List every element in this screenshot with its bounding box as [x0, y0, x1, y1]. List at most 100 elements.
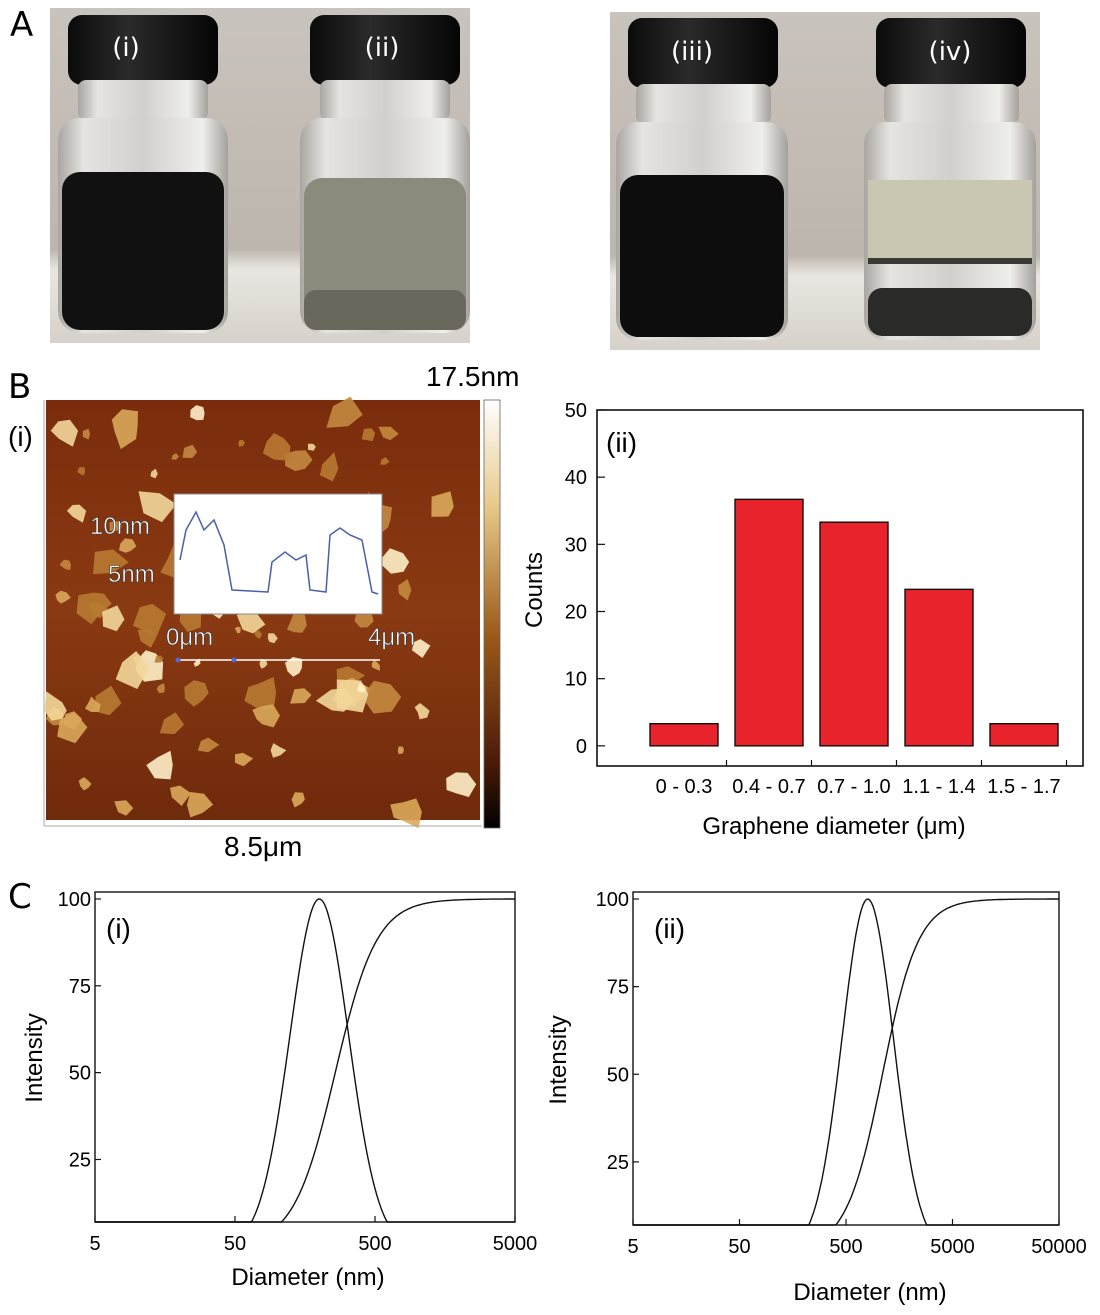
histogram-x-title: Graphene diameter (μm)	[702, 813, 965, 840]
afm-flake	[285, 657, 303, 677]
afm-flake	[115, 651, 150, 689]
dls2-x-tick-label: 5000	[930, 1236, 975, 1258]
histogram-y-tick-label: 50	[565, 400, 587, 422]
afm-flake	[94, 685, 122, 716]
dls1-y-tick-label: 100	[58, 889, 91, 911]
afm-flake	[235, 752, 254, 767]
afm-flake	[50, 419, 79, 447]
afm-flake	[186, 792, 214, 818]
afm-flake	[371, 659, 380, 671]
histogram-bar	[989, 722, 1059, 747]
afm-flake	[182, 444, 198, 459]
vial-label-2: (ii)	[365, 33, 400, 63]
dls1-x-tick-label: 50	[224, 1233, 246, 1255]
afm-flake	[159, 712, 185, 735]
dls-i-distribution-curve	[95, 898, 515, 1223]
dls1-y-tick-label: 50	[69, 1063, 91, 1085]
afm-flake	[84, 696, 101, 713]
histogram-y-title: Counts	[521, 552, 548, 628]
afm-flake	[380, 457, 390, 465]
afm-flake	[156, 683, 165, 694]
histogram-bar	[819, 521, 889, 747]
afm-flake	[197, 737, 220, 753]
dls-ii-distribution-curve	[633, 898, 1059, 1226]
afm-flake	[119, 538, 137, 553]
histogram-y-tick-label: 0	[576, 736, 587, 758]
vial-label-4: (iv)	[929, 37, 972, 67]
afm-flake	[66, 504, 87, 523]
histogram-chart: 0 10 20 30 40 50 0 - 0.3 0.4 - 0.7 0.7 - 1.0 1.1…	[521, 400, 1084, 840]
histogram-y-tick-label: 40	[565, 467, 587, 489]
histogram-y-tick-label: 30	[565, 534, 587, 556]
vial-3	[616, 18, 788, 340]
afm-flake	[234, 626, 241, 634]
histogram-bar	[649, 722, 719, 747]
afm-flake	[93, 549, 129, 575]
afm-flake	[154, 655, 164, 663]
afm-flake	[378, 426, 399, 441]
dls2-x-tick-label: 500	[829, 1236, 862, 1258]
dls1-y-tick-label: 25	[69, 1149, 91, 1171]
afm-flake	[253, 630, 263, 639]
afm-flake	[315, 688, 355, 712]
afm-flake	[267, 633, 278, 644]
afm-scale-label: 8.5μm	[224, 831, 302, 862]
afm-flake	[150, 468, 158, 479]
afm-flake	[82, 428, 91, 440]
vial-label-3: (iii)	[671, 37, 713, 67]
afm-flake	[111, 409, 138, 450]
afm-flake	[262, 433, 291, 461]
dls-ii-sub-label: (ii)	[654, 913, 685, 944]
afm-flake	[431, 491, 454, 517]
afm-flake	[63, 711, 82, 730]
afm-flake	[78, 777, 92, 791]
afm-flake	[319, 452, 339, 482]
afm-flake	[132, 603, 167, 637]
afm-flake	[307, 443, 316, 451]
profile-label-10nm: 10nm	[90, 513, 150, 540]
histogram-x-tick-label: 1.5 - 1.7	[987, 776, 1060, 798]
afm-flake	[252, 704, 280, 728]
afm-flake	[138, 491, 177, 523]
afm-flake	[362, 680, 402, 714]
afm-flake	[259, 658, 268, 669]
dls2-x-tick-label: 50000	[1031, 1236, 1087, 1258]
dls-ii-frame	[632, 891, 1060, 1226]
histogram-y-tick-label: 10	[565, 669, 587, 691]
dls-ii-cumulative-curve	[633, 898, 1059, 1226]
afm-flake	[146, 750, 173, 780]
histogram-x-tick-label: 0.4 - 0.7	[732, 776, 805, 798]
photo-right: (iii) (iv)	[610, 12, 1040, 350]
panel-label-b: B	[8, 367, 31, 407]
afm-flake	[77, 467, 86, 476]
panel-label-c: C	[8, 877, 32, 917]
afm-flake	[390, 798, 422, 829]
dls-i-sub-label: (i)	[106, 913, 131, 944]
afm-flake	[270, 743, 287, 758]
afm-flake	[397, 746, 404, 755]
dls2-y-tick-label: 100	[596, 889, 629, 911]
afm-flake	[55, 590, 71, 604]
afm-flake	[446, 772, 477, 797]
dls2-y-tick-label: 25	[607, 1152, 629, 1174]
afm-flake	[290, 688, 312, 704]
histogram-x-tick-label: 0.7 - 1.0	[817, 776, 890, 798]
histogram-y-tick-label: 20	[565, 602, 587, 624]
dls1-y-tick-label: 75	[69, 976, 91, 998]
afm-flake	[76, 592, 112, 625]
afm-profile-inset: 10nm 5nm 0μm 4μm	[90, 493, 415, 651]
afm-flake	[291, 792, 305, 808]
panel-label-a: A	[10, 5, 33, 45]
histogram-x-tick-label: 0 - 0.3	[656, 776, 713, 798]
afm-flake	[285, 450, 313, 472]
dls1-x-tick-label: 5	[89, 1233, 100, 1255]
afm-flake	[326, 396, 363, 428]
afm-flake	[244, 676, 277, 709]
colorbar-max-label: 17.5nm	[426, 361, 519, 392]
photo-left: (i) (ii)	[50, 8, 470, 343]
afm-flake	[184, 680, 209, 707]
histogram-x-tick-label: 1.1 - 1.4	[902, 776, 975, 798]
histogram-frame	[596, 409, 1084, 767]
